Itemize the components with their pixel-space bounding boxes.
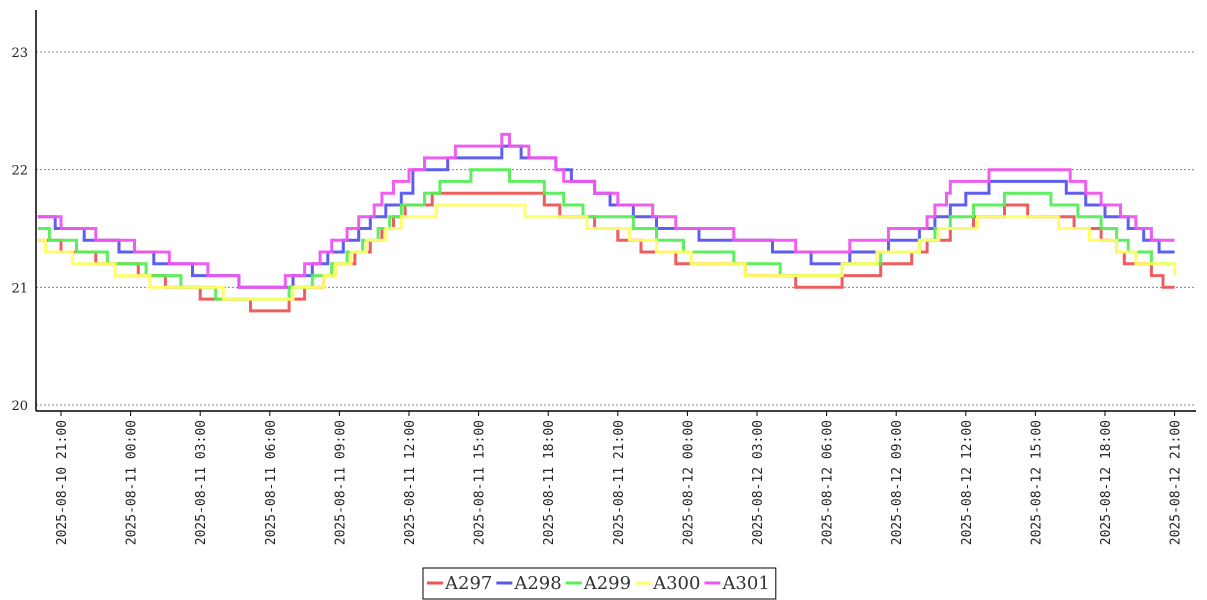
x-tick-label: 2025-08-11 18:00 <box>542 420 557 545</box>
y-tick-label: 22 <box>11 164 28 179</box>
y-tick-label: 21 <box>11 281 28 296</box>
x-tick-label: 2025-08-11 06:00 <box>264 420 279 545</box>
y-tick-label: 20 <box>11 399 28 414</box>
series-line-a300 <box>37 203 1177 301</box>
series-layer <box>37 132 1177 313</box>
x-tick-label: 2025-08-12 21:00 <box>1169 420 1184 545</box>
x-tick-label: 2025-08-12 12:00 <box>960 420 975 545</box>
series-line-a299 <box>37 168 1175 301</box>
x-tick-label: 2025-08-12 18:00 <box>1099 420 1114 545</box>
legend: A297 A298 A299 A300 A301 <box>422 567 777 600</box>
series-line-a297 <box>37 191 1175 313</box>
legend-label-a298: A298 <box>513 573 561 594</box>
legend-label-a300: A300 <box>652 573 700 594</box>
x-tick-label: 2025-08-11 09:00 <box>333 420 348 545</box>
x-tick-label: 2025-08-10 21:00 <box>55 420 70 545</box>
x-tick-label: 2025-08-12 15:00 <box>1029 420 1044 545</box>
grid-lines <box>36 51 1196 406</box>
series-line-a301 <box>37 132 1175 289</box>
y-tick-labels: 20 21 22 23 <box>11 46 28 414</box>
x-tick-label: 2025-08-12 03:00 <box>751 420 766 545</box>
x-tick-label: 2025-08-12 09:00 <box>890 420 905 545</box>
legend-label-a299: A299 <box>583 573 631 594</box>
x-tick-labels: 2025-08-10 21:00 2025-08-11 00:00 2025-08-… <box>55 411 1184 545</box>
y-tick-label: 23 <box>11 46 28 61</box>
legend-label-a301: A301 <box>721 573 769 594</box>
x-tick-label: 2025-08-12 06:00 <box>821 420 836 545</box>
x-tick-label: 2025-08-11 12:00 <box>403 420 418 545</box>
x-tick-label: 2025-08-11 21:00 <box>612 420 627 545</box>
x-tick-label: 2025-08-11 03:00 <box>194 420 209 545</box>
x-tick-label: 2025-08-11 15:00 <box>473 420 488 545</box>
x-tick-label: 2025-08-11 00:00 <box>125 420 140 545</box>
x-tick-label: 2025-08-12 00:00 <box>681 420 696 545</box>
legend-label-a297: A297 <box>444 573 492 594</box>
